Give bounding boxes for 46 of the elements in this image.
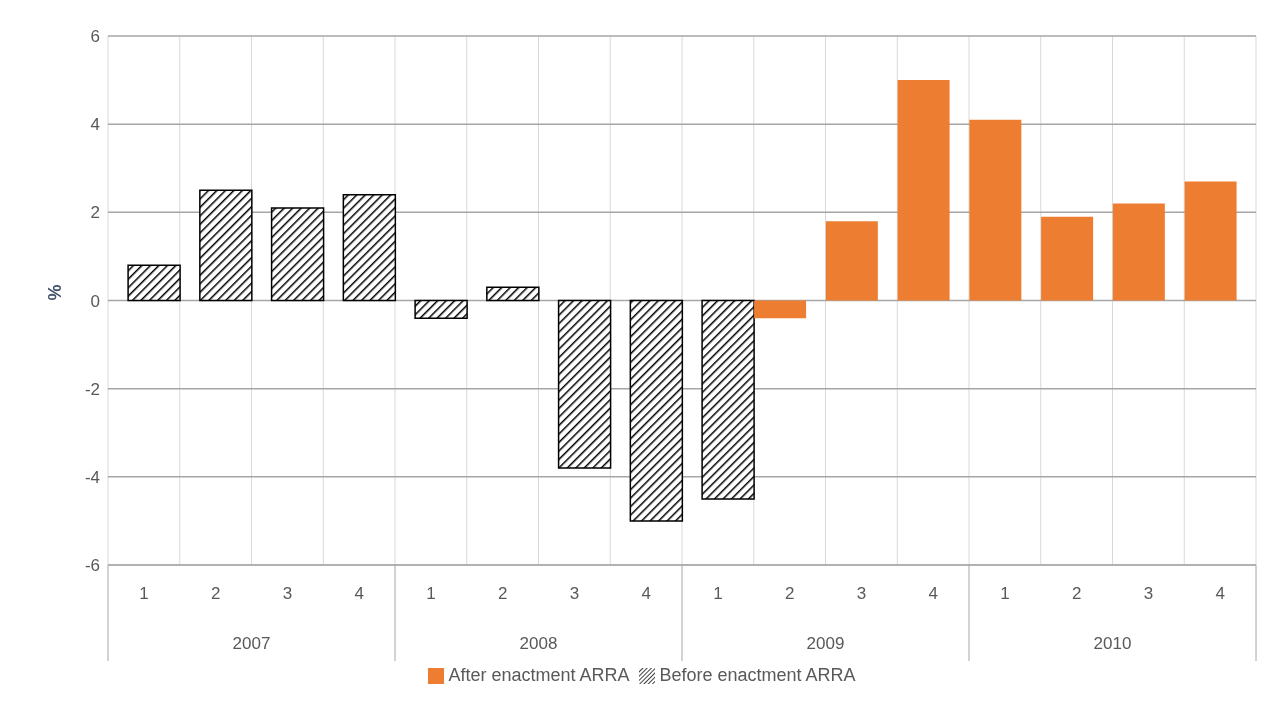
bar [1184, 181, 1237, 301]
bar [270, 207, 325, 302]
text: 2008 [519, 634, 558, 653]
bar [342, 193, 397, 302]
bar [897, 80, 950, 301]
legend-label: After enactment ARRA [448, 665, 630, 685]
bar [629, 299, 684, 522]
x-tick-label: 3 [856, 584, 867, 603]
bar [557, 299, 612, 469]
bar [754, 300, 807, 319]
y-tick-label: -4 [84, 467, 100, 487]
bar [414, 299, 468, 319]
bar [1041, 216, 1094, 301]
x-tick-label: 1 [426, 584, 436, 603]
x-tick-label: 4 [1215, 584, 1225, 603]
x-tick-label: 1 [713, 584, 723, 603]
bar [701, 299, 755, 500]
bar [486, 286, 540, 302]
x-tick-label: 3 [282, 584, 293, 603]
x-tick-label: 3 [569, 584, 580, 603]
bar [199, 189, 253, 302]
y-tick-label: 2 [90, 203, 100, 223]
x-tick-label: 4 [641, 584, 651, 603]
x-tick-label: 2 [210, 584, 221, 603]
y-tick-label: 6 [90, 27, 100, 47]
x-tick-label: 4 [354, 584, 364, 603]
y-axis-title: % [45, 284, 66, 301]
x-tick-label: 4 [928, 584, 938, 603]
y-tick-label: -2 [84, 379, 100, 399]
text: 2007 [232, 634, 271, 653]
y-tick-label: 4 [90, 115, 100, 135]
bar [969, 119, 1022, 301]
x-tick-label: 1 [139, 584, 149, 603]
x-tick-label: 2 [784, 584, 795, 603]
x-tick-label: 2 [497, 584, 508, 603]
legend-label: Before enactment ARRA [659, 665, 856, 685]
bar [127, 264, 181, 302]
y-tick-label: 0 [90, 291, 100, 311]
y-tick-label: -6 [84, 556, 100, 576]
bar [825, 221, 878, 301]
text: 2010 [1093, 634, 1132, 653]
x-tick-label: 2 [1071, 584, 1082, 603]
bar [1112, 203, 1165, 301]
text: 2009 [806, 634, 845, 653]
x-tick-label: 3 [1143, 584, 1154, 603]
x-tick-label: 1 [1000, 584, 1010, 603]
